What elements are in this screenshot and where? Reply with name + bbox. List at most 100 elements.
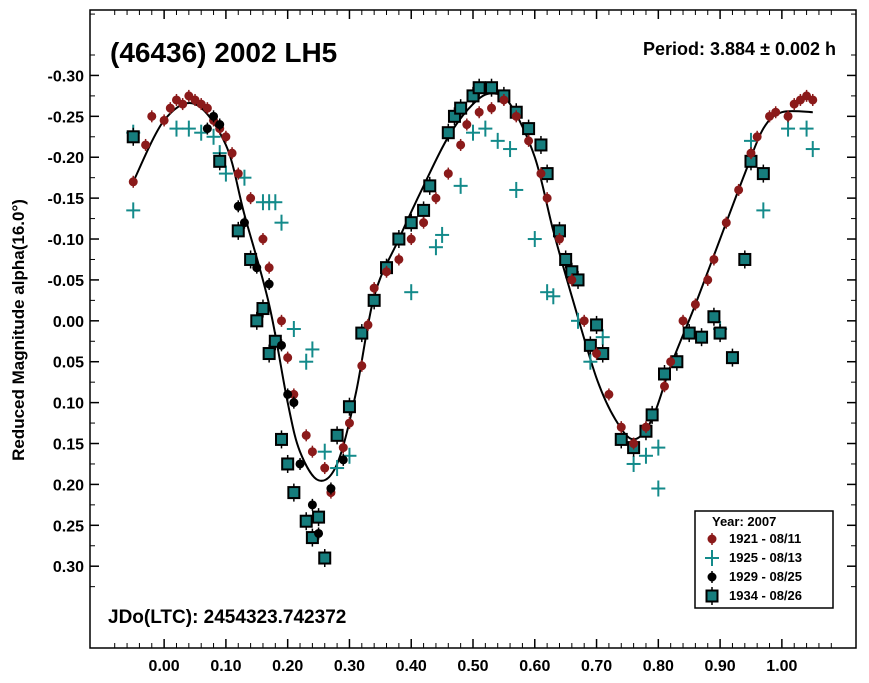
data-point — [524, 134, 534, 147]
data-point — [301, 429, 311, 442]
data-point — [707, 307, 721, 326]
data-point — [128, 175, 138, 188]
data-point — [734, 183, 744, 196]
data-point — [666, 355, 676, 368]
data-point — [178, 98, 188, 111]
data-point — [490, 132, 505, 149]
data-point — [169, 120, 184, 137]
legend-entries: 1921 - 08/11 1925 - 08/13 1929 - 08/25 1934… — [705, 531, 802, 605]
data-point — [338, 441, 348, 454]
data-point — [171, 93, 181, 106]
data-point — [765, 110, 775, 123]
data-point — [485, 78, 499, 97]
legend-marker — [707, 533, 717, 545]
data-point — [536, 167, 546, 180]
data-point — [629, 437, 639, 450]
data-point — [795, 93, 805, 106]
data-point — [307, 498, 317, 511]
data-point — [330, 460, 345, 477]
data-point — [542, 192, 552, 205]
data-point — [478, 120, 493, 137]
data-point — [252, 261, 262, 274]
data-point — [472, 78, 486, 97]
data-point — [369, 282, 379, 295]
data-point — [239, 216, 249, 229]
data-point — [604, 388, 614, 401]
data-point — [196, 98, 206, 111]
data-point — [344, 417, 354, 430]
data-point — [511, 110, 521, 123]
y-tick-label: 0.30 — [53, 559, 84, 576]
data-point — [595, 329, 610, 346]
jdo-annotation: JDo(LTC): 2454323.742372 — [108, 607, 346, 628]
data-point — [277, 339, 286, 352]
data-point — [651, 439, 666, 456]
data-point — [147, 110, 157, 123]
data-point — [355, 324, 369, 343]
data-point — [441, 123, 455, 142]
data-point — [534, 135, 548, 154]
data-point — [233, 200, 243, 213]
data-point — [423, 176, 437, 195]
y-tick-label: 0.10 — [53, 396, 84, 413]
data-point — [233, 167, 243, 180]
data-point — [218, 165, 233, 182]
data-point — [503, 141, 518, 158]
axis-ticks — [90, 10, 856, 648]
data-point — [165, 102, 175, 115]
data-point — [314, 527, 324, 540]
data-point — [499, 93, 509, 106]
data-point — [546, 288, 561, 305]
legend-entry-label: 1929 - 08/25 — [729, 569, 802, 584]
data-point — [213, 152, 227, 171]
data-point — [330, 426, 344, 445]
x-tick-label: 0.10 — [210, 658, 241, 675]
data-point — [312, 508, 326, 527]
data-point — [406, 233, 416, 246]
data-point — [554, 233, 564, 246]
data-point — [268, 194, 283, 211]
data-point — [244, 250, 258, 269]
y-tick-label: -0.25 — [48, 109, 85, 126]
data-point — [746, 147, 756, 160]
data-point — [190, 93, 200, 106]
data-point — [802, 89, 812, 102]
x-tick-label: 0.80 — [643, 658, 674, 675]
data-point — [126, 127, 140, 146]
data-point — [367, 291, 381, 310]
x-tick-label: 0.30 — [334, 658, 365, 675]
data-point — [474, 106, 484, 119]
data-point — [527, 231, 542, 248]
data-point — [295, 457, 305, 470]
y-tick-label: 0.25 — [53, 518, 84, 535]
data-point — [781, 120, 796, 137]
y-tick-label: 0.05 — [53, 355, 84, 372]
legend-entry-label: 1925 - 08/13 — [729, 550, 802, 565]
data-point — [616, 421, 626, 434]
data-point — [299, 353, 314, 370]
y-tick-label: -0.15 — [48, 191, 85, 208]
data-point — [738, 250, 752, 269]
legend-entry-label: 1921 - 08/11 — [729, 531, 801, 546]
data-point — [382, 265, 392, 278]
data-point — [645, 405, 659, 424]
legend-marker — [705, 550, 719, 566]
data-point — [466, 124, 480, 141]
period-annotation: Period: 3.884 ± 0.002 h — [643, 39, 836, 59]
data-point — [756, 164, 770, 183]
data-point — [453, 177, 468, 194]
data-point — [404, 284, 419, 301]
x-tick-label: 0.90 — [705, 658, 736, 675]
data-point — [752, 130, 762, 143]
data-point — [289, 396, 299, 409]
data-point — [264, 261, 274, 274]
data-point — [318, 549, 332, 568]
data-point — [435, 226, 450, 243]
y-tick-label: -0.05 — [48, 273, 85, 290]
data-point — [682, 324, 696, 343]
data-point — [428, 239, 443, 256]
y-tick-label: 0.00 — [53, 314, 84, 331]
data-point — [756, 202, 771, 219]
x-tick-label: 0.00 — [149, 658, 180, 675]
data-point — [404, 213, 418, 232]
